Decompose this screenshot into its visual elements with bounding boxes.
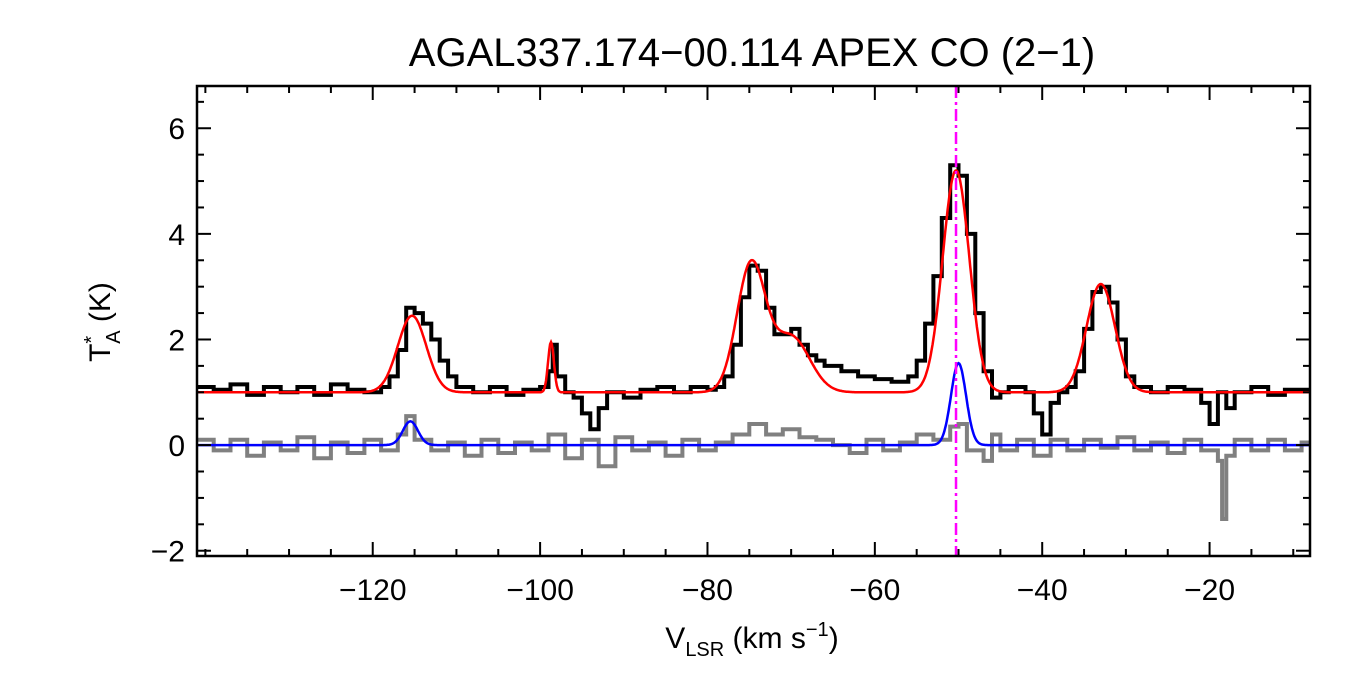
- y-tick-label: 4: [168, 219, 185, 252]
- x-axis-label-unit-open: (km s: [724, 622, 806, 655]
- x-tick-label: −80: [682, 574, 733, 607]
- x-tick-label: −60: [849, 574, 900, 607]
- y-axis-label-main: T: [84, 344, 117, 362]
- series-line-observed-spectrum-0: [197, 163, 1310, 437]
- x-tick-label: −120: [339, 574, 407, 607]
- chart-title: AGAL337.174−00.114 APEX CO (2−1): [409, 31, 1095, 75]
- series-line-residual-1: [197, 414, 1310, 521]
- x-axis-label-unit-close: ): [829, 622, 839, 655]
- series-line-gaussian-fit-3: [197, 361, 1310, 447]
- y-tick-label: 2: [168, 324, 185, 357]
- y-axis-label: T*A (K): [81, 282, 125, 362]
- x-axis-label-main: V: [665, 622, 685, 655]
- x-axis-label: VLSR (km s−1): [665, 619, 838, 661]
- y-axis-label-unit: (K): [84, 282, 117, 330]
- x-tick-label: −40: [1017, 574, 1068, 607]
- x-axis-label-unit-superscript: −1: [806, 619, 829, 641]
- series-line-gaussian-fit-2: [197, 169, 1310, 394]
- y-tick-label: −2: [151, 536, 185, 569]
- x-axis-label-subscript: LSR: [685, 639, 724, 661]
- x-tick-label: −100: [506, 574, 574, 607]
- y-tick-label: 0: [168, 430, 185, 463]
- y-axis-label-superscript: *: [81, 336, 103, 344]
- x-tick-label: −20: [1184, 574, 1235, 607]
- y-tick-label: 6: [168, 113, 185, 146]
- plot-frame: [195, 84, 1312, 558]
- y-axis-label-subscript: A: [103, 330, 125, 344]
